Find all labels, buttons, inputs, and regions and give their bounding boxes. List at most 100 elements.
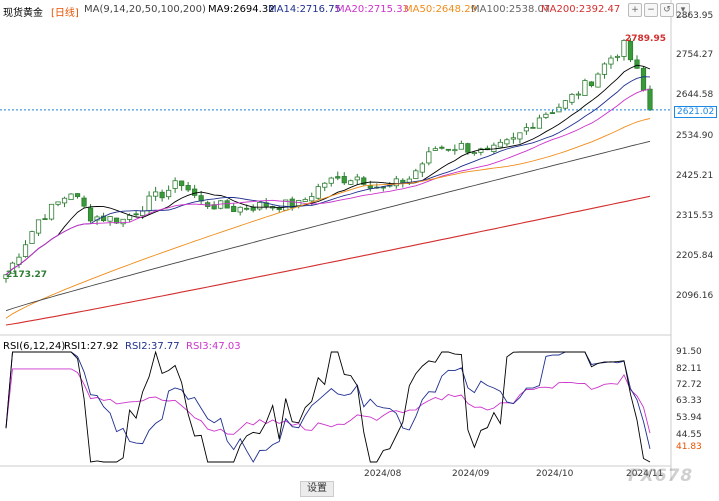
restore-button[interactable]: ↺ bbox=[660, 3, 674, 17]
ma20-label: MA20:2715.33 bbox=[336, 4, 409, 15]
candle-up bbox=[621, 40, 627, 57]
candle-up bbox=[510, 137, 516, 140]
candle-down bbox=[133, 213, 139, 216]
price-tick: 2205.84 bbox=[676, 251, 714, 261]
candle-up bbox=[120, 218, 126, 225]
candle-down bbox=[588, 81, 595, 87]
candle-down bbox=[42, 218, 48, 221]
candle-up bbox=[393, 178, 399, 187]
candle-up bbox=[257, 202, 263, 210]
time-tick: 2024/11 bbox=[626, 469, 664, 479]
ma50-label: MA50:2648.29 bbox=[404, 4, 477, 15]
candle-up bbox=[432, 148, 438, 151]
candle-down bbox=[74, 193, 81, 197]
candle-up bbox=[426, 151, 432, 164]
candle-down bbox=[185, 185, 191, 191]
candle-up bbox=[126, 214, 133, 220]
candle-down bbox=[549, 112, 556, 114]
candle-down bbox=[192, 188, 198, 196]
candle-up bbox=[309, 196, 315, 202]
candle-down bbox=[87, 207, 94, 222]
rsi2-label: RSI2:37.77 bbox=[125, 341, 180, 352]
collapse-icon[interactable]: ▾ bbox=[676, 3, 690, 17]
rsi-last-tag: 41.83 bbox=[676, 442, 702, 452]
candle-up bbox=[543, 113, 549, 118]
candle-up bbox=[614, 55, 621, 58]
candle-down bbox=[647, 88, 653, 111]
ma200-label: MA200:2392.47 bbox=[541, 4, 621, 15]
candle-up bbox=[595, 73, 601, 88]
candle-up bbox=[35, 219, 42, 234]
candle-down bbox=[380, 186, 386, 189]
rsi-tick: 63.33 bbox=[676, 396, 702, 406]
candle-up bbox=[140, 210, 146, 216]
candle-up bbox=[348, 180, 354, 185]
candle-up bbox=[3, 274, 9, 279]
rsi3-line bbox=[5, 368, 651, 435]
ma20-line bbox=[5, 88, 651, 276]
period-label[interactable]: [日线] bbox=[51, 8, 79, 19]
candle-up bbox=[452, 149, 458, 152]
candle-up bbox=[458, 143, 464, 150]
candle-down bbox=[231, 205, 237, 213]
candle-up bbox=[68, 193, 74, 201]
candle-down bbox=[224, 200, 230, 209]
candle-down bbox=[627, 40, 634, 61]
candle-up bbox=[315, 186, 321, 199]
ma200-line bbox=[5, 195, 651, 326]
candle-down bbox=[81, 197, 87, 207]
candle-up bbox=[354, 176, 360, 181]
low-annotation: 2173.27 bbox=[6, 270, 47, 280]
candle-up bbox=[478, 148, 484, 153]
candle-down bbox=[289, 198, 295, 209]
candle-down bbox=[634, 59, 640, 69]
candle-up bbox=[48, 203, 55, 220]
candle-down bbox=[244, 207, 250, 210]
candle-up bbox=[562, 100, 569, 109]
ma9-line bbox=[5, 64, 651, 276]
ma-group-label: MA(9,14,20,50,100,200) bbox=[84, 4, 206, 15]
candle-up bbox=[302, 199, 308, 202]
candle-down bbox=[465, 143, 471, 153]
candle-down bbox=[159, 191, 165, 199]
candle-up bbox=[497, 141, 503, 148]
candle-up bbox=[582, 80, 588, 96]
candle-up bbox=[328, 177, 334, 184]
candle-up bbox=[237, 206, 243, 213]
candle-down bbox=[445, 148, 451, 151]
candle-down bbox=[530, 126, 536, 129]
candle-up bbox=[575, 93, 582, 96]
rsi3-label: RSI3:47.03 bbox=[186, 341, 241, 352]
candle-up bbox=[523, 127, 530, 132]
rsi-tick: 91.50 bbox=[676, 347, 702, 357]
rsi1-label: RSI1:27.92 bbox=[64, 341, 119, 352]
candle-up bbox=[517, 132, 523, 140]
candle-down bbox=[367, 185, 373, 189]
candle-up bbox=[22, 244, 29, 257]
ma9-label: MA9:2694.32 bbox=[208, 4, 275, 15]
candle-up bbox=[55, 201, 61, 205]
candle-up bbox=[413, 170, 419, 180]
high-annotation: 2789.95 bbox=[625, 34, 666, 44]
price-tick: 2863.95 bbox=[676, 11, 714, 21]
time-tick: 2024/10 bbox=[536, 469, 574, 479]
rsi-tick: 82.11 bbox=[676, 364, 702, 374]
candle-down bbox=[640, 67, 647, 91]
candle-up bbox=[569, 93, 575, 103]
rsi2-line bbox=[5, 351, 651, 463]
candle-down bbox=[361, 177, 367, 185]
settings-button[interactable]: 设置 bbox=[300, 481, 334, 497]
ma14-line bbox=[5, 76, 651, 276]
price-tick: 2315.53 bbox=[676, 211, 714, 221]
candle-down bbox=[335, 176, 341, 179]
zoom-in-button[interactable]: + bbox=[628, 3, 642, 17]
candle-down bbox=[179, 180, 185, 187]
watermark: FX678 bbox=[628, 466, 694, 486]
ma100-label: MA100:2538.07 bbox=[471, 4, 551, 15]
candle-up bbox=[9, 262, 16, 274]
candle-up bbox=[107, 216, 113, 222]
price-tick: 2644.58 bbox=[676, 90, 714, 100]
candle-up bbox=[166, 189, 172, 198]
zoom-out-button[interactable]: − bbox=[644, 3, 658, 17]
